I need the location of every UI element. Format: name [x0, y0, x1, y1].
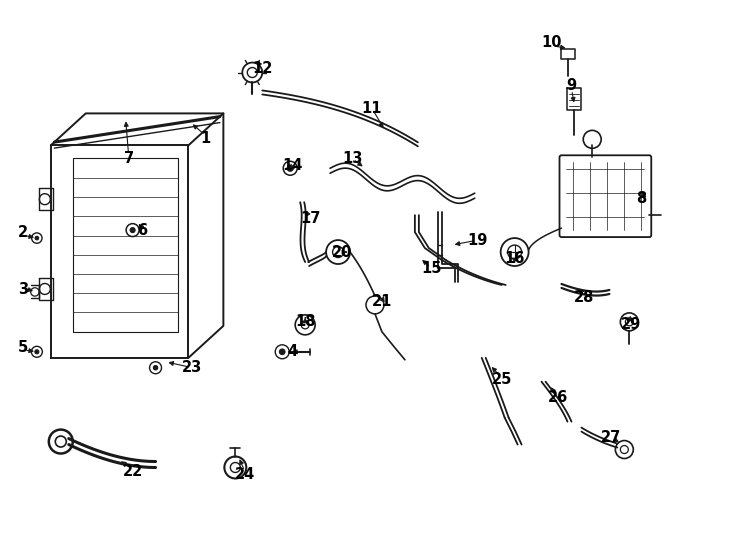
Text: 15: 15: [421, 260, 442, 275]
Text: 5: 5: [18, 340, 28, 355]
Text: 22: 22: [123, 464, 142, 479]
Text: 21: 21: [372, 294, 392, 309]
Text: 13: 13: [342, 151, 362, 166]
Circle shape: [280, 349, 285, 355]
Text: 27: 27: [601, 430, 622, 445]
Text: 20: 20: [332, 245, 352, 260]
Text: 29: 29: [621, 318, 642, 332]
Text: 14: 14: [282, 158, 302, 173]
Text: 4: 4: [287, 345, 297, 359]
Text: 9: 9: [567, 78, 576, 93]
Text: 2: 2: [18, 225, 28, 240]
Circle shape: [130, 227, 135, 233]
Circle shape: [34, 350, 39, 354]
FancyBboxPatch shape: [559, 156, 651, 237]
Text: 12: 12: [252, 61, 272, 76]
Text: 17: 17: [300, 211, 320, 226]
Text: 11: 11: [362, 101, 382, 116]
Text: 10: 10: [541, 35, 562, 50]
Circle shape: [153, 366, 158, 370]
Circle shape: [287, 165, 293, 171]
Text: 28: 28: [574, 291, 595, 306]
Circle shape: [35, 237, 39, 240]
Text: 23: 23: [182, 360, 203, 375]
Text: 16: 16: [504, 251, 525, 266]
Text: 1: 1: [200, 131, 211, 146]
Text: 19: 19: [468, 233, 488, 247]
Text: 8: 8: [636, 191, 647, 206]
Text: 26: 26: [548, 390, 567, 405]
Text: 7: 7: [123, 151, 134, 166]
Text: 24: 24: [235, 467, 255, 482]
Text: 18: 18: [295, 314, 316, 329]
Text: 6: 6: [137, 222, 148, 238]
Text: 25: 25: [492, 372, 512, 387]
Text: 3: 3: [18, 282, 28, 298]
